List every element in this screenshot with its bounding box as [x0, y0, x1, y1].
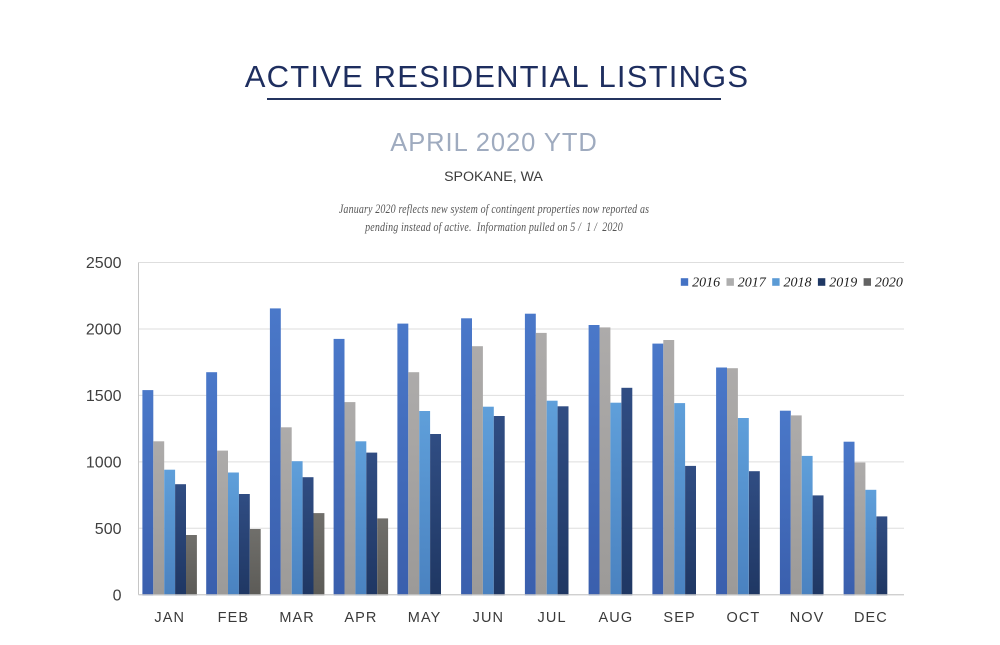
svg-text:500: 500 [95, 521, 122, 538]
svg-text:NOV: NOV [790, 610, 825, 626]
svg-text:JUL: JUL [538, 610, 567, 626]
svg-text:2000: 2000 [86, 322, 122, 339]
svg-text:2017: 2017 [738, 275, 767, 290]
svg-text:DEC: DEC [854, 610, 888, 626]
svg-text:JAN: JAN [154, 610, 185, 626]
svg-text:OCT: OCT [726, 610, 760, 626]
svg-text:2500: 2500 [86, 255, 122, 272]
svg-text:2018: 2018 [784, 275, 812, 290]
svg-text:MAR: MAR [279, 610, 315, 626]
svg-text:1500: 1500 [86, 388, 122, 405]
svg-text:AUG: AUG [599, 610, 634, 626]
svg-text:MAY: MAY [408, 610, 442, 626]
svg-text:2020: 2020 [875, 275, 903, 290]
svg-text:SEP: SEP [663, 610, 695, 626]
svg-text:1000: 1000 [86, 454, 122, 471]
svg-text:APR: APR [344, 610, 377, 626]
svg-text:2019: 2019 [829, 275, 857, 290]
svg-text:0: 0 [113, 587, 122, 604]
svg-text:JUN: JUN [473, 610, 505, 626]
svg-text:FEB: FEB [218, 610, 250, 626]
svg-text:2016: 2016 [692, 275, 720, 290]
